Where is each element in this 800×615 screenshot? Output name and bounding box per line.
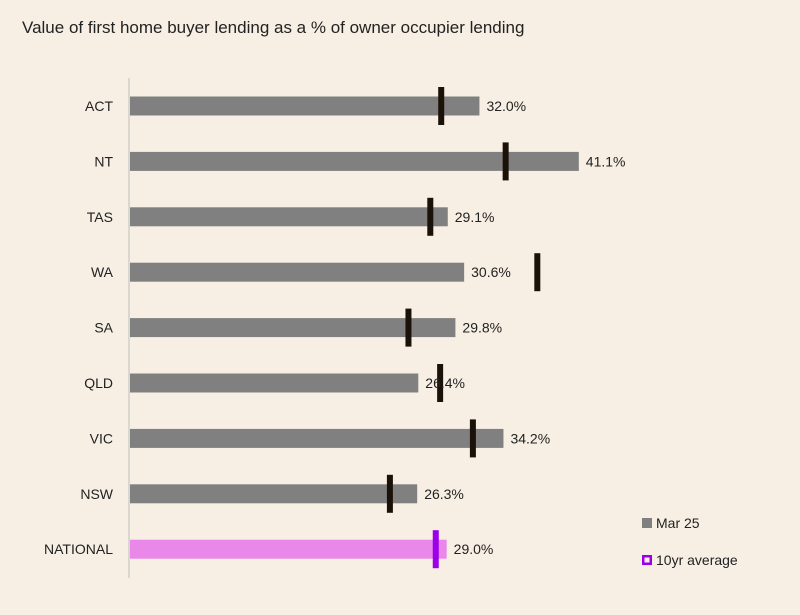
bar-nsw xyxy=(130,484,418,504)
value-label-act: 32.0% xyxy=(486,98,526,114)
avg-marker-national xyxy=(432,530,439,569)
avg-marker-vic xyxy=(469,419,476,458)
bar-act xyxy=(130,96,480,116)
category-label-nsw: NSW xyxy=(80,486,113,502)
avg-marker-tas xyxy=(427,197,434,236)
legend-label-10yr-average: 10yr average xyxy=(656,552,738,568)
category-label-nt: NT xyxy=(94,153,113,169)
bar-nt xyxy=(130,151,579,171)
bar-sa xyxy=(130,318,456,338)
category-label-sa: SA xyxy=(94,320,113,336)
bar-wa xyxy=(130,262,465,282)
bar-vic xyxy=(130,428,504,448)
category-label-national: NATIONAL xyxy=(44,541,113,557)
bar-national xyxy=(130,539,447,559)
value-label-nsw: 26.3% xyxy=(424,486,464,502)
avg-marker-nsw xyxy=(386,474,393,513)
value-label-nt: 41.1% xyxy=(586,153,626,169)
value-label-sa: 29.8% xyxy=(462,320,502,336)
avg-marker-qld xyxy=(437,364,444,402)
category-label-tas: TAS xyxy=(87,209,113,225)
avg-marker-act xyxy=(438,87,445,125)
legend-label-mar-25: Mar 25 xyxy=(656,515,700,531)
bar-qld xyxy=(130,373,419,393)
avg-marker-wa xyxy=(534,253,541,292)
bar-tas xyxy=(130,207,448,227)
avg-marker-nt xyxy=(502,142,509,181)
category-label-qld: QLD xyxy=(84,375,113,391)
value-label-qld: 26.4% xyxy=(425,375,465,391)
value-label-national: 29.0% xyxy=(454,541,494,557)
legend-swatch-mar-25 xyxy=(642,518,652,528)
value-label-tas: 29.1% xyxy=(455,209,495,225)
category-label-vic: VIC xyxy=(90,430,113,446)
value-label-wa: 30.6% xyxy=(471,264,511,280)
value-label-vic: 34.2% xyxy=(510,430,550,446)
category-label-act: ACT xyxy=(85,98,113,114)
chart-title: Value of first home buyer lending as a %… xyxy=(22,18,525,37)
legend-swatch-10yr-average xyxy=(642,555,652,565)
category-label-wa: WA xyxy=(91,264,114,280)
avg-marker-sa xyxy=(405,308,412,347)
